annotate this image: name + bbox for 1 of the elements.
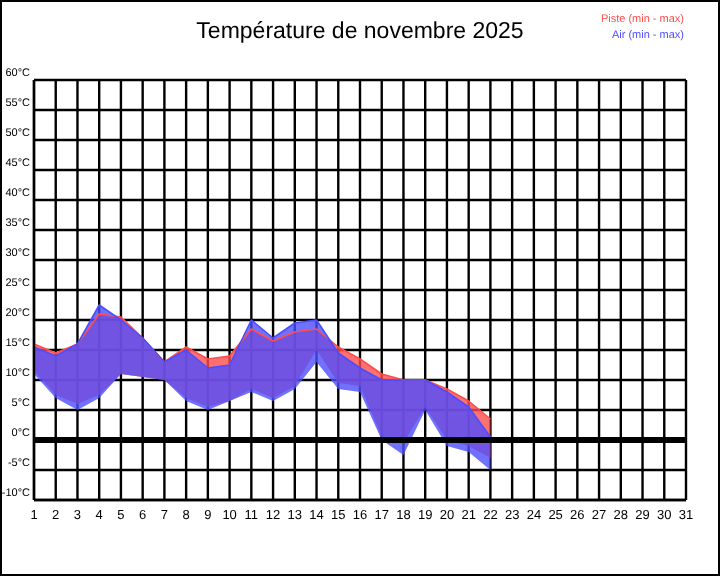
- chart-title: Température de novembre 2025: [196, 20, 524, 44]
